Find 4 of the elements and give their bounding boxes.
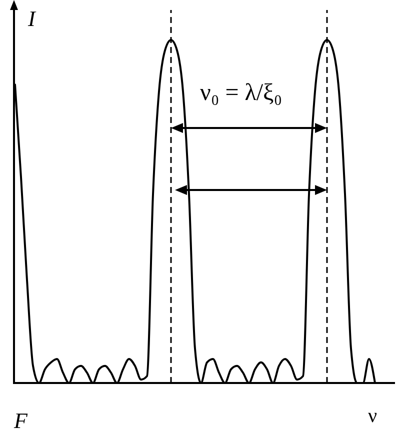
y-axis-title: I <box>27 6 37 31</box>
x-axis-title: ν <box>368 405 378 427</box>
text: F <box>13 408 28 432</box>
annotation: ν₀ = λ/ξ₀ <box>200 80 282 106</box>
